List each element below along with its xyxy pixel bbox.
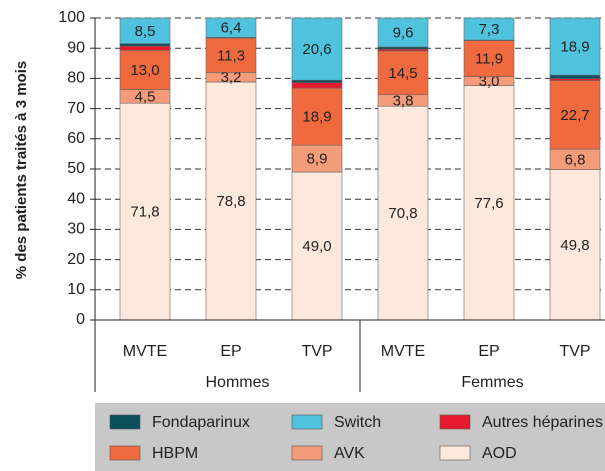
y-tick-label: 70 (67, 100, 85, 117)
bar-segment (119, 17, 171, 44)
legend-label: Fondaparinux (152, 414, 250, 431)
group-label: Hommes (205, 374, 269, 391)
data-label: 3,2 (221, 69, 242, 86)
group-label: Femmes (461, 374, 523, 391)
data-label: 77,6 (474, 195, 503, 212)
data-label: 14,5 (388, 65, 417, 82)
bar-segment (119, 43, 171, 47)
bar-segment (549, 74, 601, 80)
bar-segment (205, 37, 257, 73)
y-tick-label: 20 (67, 251, 85, 268)
data-label: 4,5 (135, 88, 156, 105)
x-tick-label: TVP (301, 343, 332, 360)
y-tick-label: 30 (67, 221, 85, 238)
x-tick-label: MVTE (381, 343, 425, 360)
bar-segment (463, 40, 515, 77)
data-label: 11,3 (217, 47, 245, 64)
x-tick-label: TVP (559, 343, 590, 360)
data-label: 71,8 (130, 204, 159, 221)
data-label: 6,4 (221, 20, 242, 37)
legend-swatch (291, 445, 323, 461)
bar-segment (377, 105, 429, 321)
bar-segment (291, 17, 343, 81)
data-label: 18,9 (560, 39, 589, 56)
bar-segment (205, 17, 257, 38)
legend-label: Switch (334, 414, 381, 431)
bar-segment (291, 79, 343, 83)
data-label: 13,0 (130, 62, 159, 79)
legend-label: AVK (334, 445, 365, 462)
y-tick-label: 10 (67, 281, 85, 298)
bar-segment (377, 46, 429, 50)
y-tick-label: 0 (76, 311, 85, 328)
bar-segment (291, 82, 343, 89)
data-label: 70,8 (388, 205, 417, 222)
data-label: 7,3 (479, 21, 500, 38)
x-tick-label: EP (220, 343, 241, 360)
x-tick-label: MVTE (123, 343, 167, 360)
bar-segment (463, 85, 515, 321)
data-label: 3,0 (479, 73, 500, 90)
bar-segment (463, 17, 515, 41)
legend-swatch (439, 414, 471, 430)
bar-segment (291, 144, 343, 173)
legend-swatch (109, 414, 141, 430)
bar-segment (119, 50, 171, 90)
x-tick-label: EP (478, 343, 499, 360)
data-label: 18,9 (302, 109, 331, 126)
data-label: 9,6 (393, 24, 414, 41)
legend-swatch (439, 445, 471, 461)
data-label: 78,8 (216, 193, 245, 210)
bar-segment (549, 169, 601, 321)
bar-segment (291, 171, 343, 321)
legend-label: HBPM (152, 445, 198, 462)
legend-swatch (291, 414, 323, 430)
bar-segment (377, 50, 429, 96)
y-tick-label: 40 (67, 190, 85, 207)
data-label: 8,5 (135, 23, 156, 40)
bar-segment (119, 45, 171, 51)
data-label: 20,6 (302, 41, 331, 58)
bar-segment (377, 17, 429, 48)
data-label: 49,0 (302, 238, 331, 255)
bar-segment (205, 81, 257, 321)
y-tick-label: 100 (58, 9, 85, 26)
data-label: 22,7 (560, 107, 589, 124)
y-axis-label: % des patients traités à 3 mois (13, 61, 30, 279)
legend-label: Autres héparines (482, 414, 603, 431)
legend-background (95, 403, 605, 471)
data-label: 6,8 (565, 151, 586, 168)
legend-label: AOD (482, 445, 517, 462)
data-label: 8,9 (307, 151, 328, 168)
y-tick-label: 80 (67, 70, 85, 87)
y-tick-label: 50 (67, 160, 85, 177)
data-label: 49,8 (560, 237, 589, 254)
y-tick-label: 90 (67, 39, 85, 56)
bar-segment (119, 102, 171, 321)
y-tick-label: 60 (67, 130, 85, 147)
legend-swatch (109, 445, 141, 461)
bar-segment (291, 87, 343, 146)
bar-segment (549, 17, 601, 76)
data-label: 11,9 (475, 51, 503, 68)
data-label: 3,8 (393, 92, 414, 109)
